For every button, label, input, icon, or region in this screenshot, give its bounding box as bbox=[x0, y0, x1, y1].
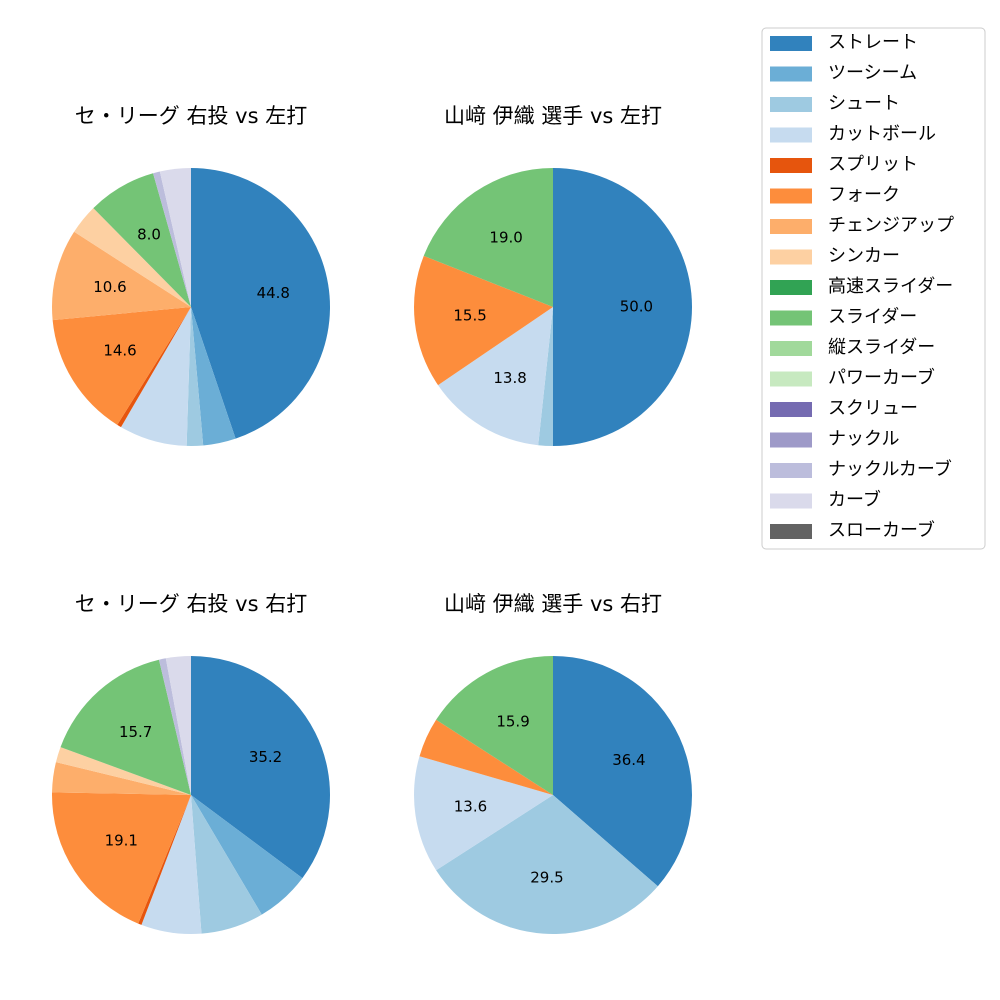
pie-slice bbox=[419, 719, 553, 795]
legend-swatch bbox=[770, 341, 812, 356]
legend-swatch bbox=[770, 219, 812, 234]
legend-swatch bbox=[770, 310, 812, 326]
legend-swatch bbox=[770, 493, 812, 509]
value-label: 10.6 bbox=[93, 278, 126, 296]
pie-slice bbox=[436, 795, 658, 934]
pie-slice bbox=[55, 747, 191, 795]
value-label: 13.6 bbox=[454, 798, 487, 816]
legend-label: ナックルカーブ bbox=[828, 458, 952, 480]
chart-title: 山﨑 伊織 選手 vs 左打 bbox=[444, 104, 662, 128]
legend-swatch bbox=[770, 280, 812, 295]
chart-title: 山﨑 伊織 選手 vs 右打 bbox=[444, 592, 662, 616]
legend-label: スプリット bbox=[828, 154, 918, 175]
pie-slice bbox=[93, 173, 191, 307]
value-label: 50.0 bbox=[620, 298, 653, 316]
legend-label: ストレート bbox=[828, 32, 918, 53]
value-label: 29.5 bbox=[530, 869, 563, 887]
chart-title: セ・リーグ 右投 vs 右打 bbox=[75, 592, 307, 616]
pie-slice bbox=[60, 659, 192, 795]
legend-label: スライダー bbox=[828, 307, 917, 328]
pie-slice bbox=[138, 795, 191, 925]
value-label: 13.8 bbox=[493, 369, 526, 387]
pie-slice bbox=[117, 307, 191, 428]
pie-slice bbox=[153, 171, 191, 307]
pie-slice bbox=[158, 658, 191, 795]
legend-swatch bbox=[770, 97, 812, 112]
value-label: 19.1 bbox=[105, 831, 138, 849]
pie-slice bbox=[438, 307, 553, 446]
legend-box bbox=[761, 27, 986, 550]
legend-label: ナックル bbox=[828, 429, 899, 450]
pie-slice bbox=[120, 307, 191, 446]
pie-slice bbox=[52, 231, 191, 321]
legend-label: チェンジアップ bbox=[828, 215, 954, 236]
value-label: 35.2 bbox=[249, 748, 282, 766]
value-label: 44.8 bbox=[257, 284, 290, 302]
value-label: 19.0 bbox=[489, 229, 522, 247]
pie-slice bbox=[52, 762, 192, 795]
legend-swatch bbox=[770, 249, 812, 265]
pie-slice bbox=[52, 307, 192, 425]
pie-slice bbox=[553, 656, 692, 887]
pie-slice bbox=[436, 656, 553, 795]
value-label: 15.7 bbox=[119, 723, 152, 741]
value-label: 15.5 bbox=[453, 307, 486, 325]
pie-slice bbox=[191, 307, 236, 446]
pie-slice bbox=[186, 307, 204, 446]
legend-swatch bbox=[770, 402, 812, 417]
pie-slice bbox=[191, 795, 303, 915]
pie-slice bbox=[553, 168, 692, 446]
legend-label: カットボール bbox=[828, 124, 936, 145]
pie-slice bbox=[538, 307, 553, 446]
pie-slice bbox=[74, 208, 191, 307]
pie-slice bbox=[165, 656, 191, 795]
legend-swatch bbox=[770, 371, 812, 387]
pie-slice bbox=[52, 792, 192, 924]
pie-slice bbox=[414, 756, 553, 871]
value-label: 14.6 bbox=[103, 341, 136, 359]
legend-label: カーブ bbox=[828, 489, 881, 511]
legend-label: スローカーブ bbox=[828, 519, 935, 541]
legend-swatch bbox=[770, 36, 812, 51]
legend-swatch bbox=[770, 463, 812, 478]
value-label: 36.4 bbox=[612, 751, 645, 769]
legend-swatch bbox=[770, 188, 812, 204]
pie-slice bbox=[191, 168, 331, 439]
legend-swatch bbox=[770, 524, 812, 539]
chart-title: セ・リーグ 右投 vs 左打 bbox=[75, 104, 307, 128]
legend-label: シュート bbox=[828, 93, 900, 114]
legend-label: 縦スライダー bbox=[828, 337, 935, 358]
pie-slice bbox=[141, 795, 202, 934]
value-label: 15.9 bbox=[496, 712, 529, 730]
legend-label: 高速スライダー bbox=[828, 276, 953, 297]
pie-slice bbox=[423, 168, 553, 307]
legend-label: シンカー bbox=[828, 246, 900, 267]
legend-label: スクリュー bbox=[828, 398, 918, 419]
value-label: 8.0 bbox=[137, 225, 161, 243]
legend-swatch bbox=[770, 127, 812, 143]
pie-slice bbox=[191, 795, 262, 934]
legend-swatch bbox=[770, 158, 812, 173]
legend-label: フォーク bbox=[828, 185, 900, 206]
legend-label: ツーシーム bbox=[828, 63, 917, 84]
legend-label: パワーカーブ bbox=[828, 367, 935, 389]
pie-slice bbox=[159, 168, 191, 307]
legend-swatch bbox=[770, 432, 812, 448]
pie-slice bbox=[414, 255, 553, 386]
legend-swatch bbox=[770, 66, 812, 82]
pie-slice bbox=[191, 656, 330, 879]
